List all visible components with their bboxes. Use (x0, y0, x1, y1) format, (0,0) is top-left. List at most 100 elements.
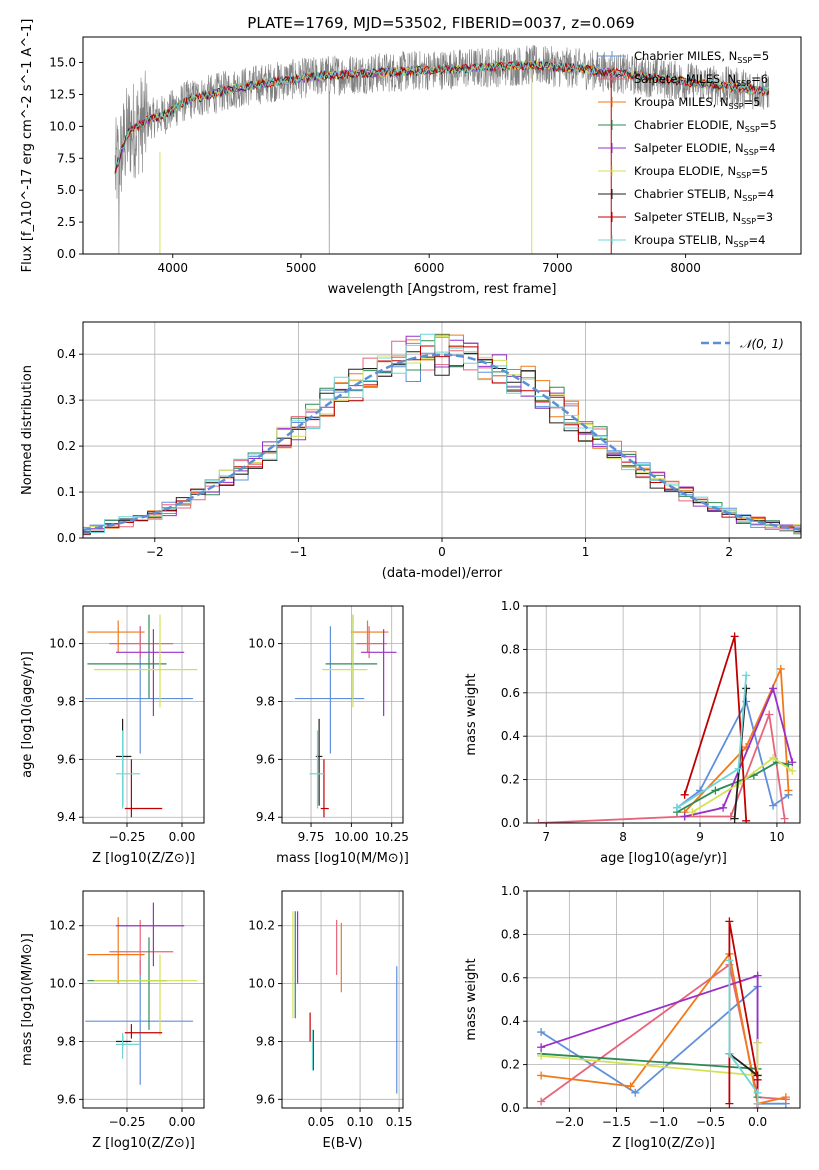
y-tick-label: 0.4 (57, 347, 76, 361)
legend-label-chabrier-stelib: Chabrier STELIB, NSSP=4 (634, 187, 774, 203)
series-point-kroupa-elodie (537, 1051, 546, 1060)
legend-label-salpeter-elodie: Salpeter ELODIE, NSSP=4 (634, 141, 776, 157)
y-tick-label: 0.2 (57, 439, 76, 453)
x-tick-label: 0.05 (308, 1115, 335, 1129)
y-tick-label: 1.0 (501, 599, 520, 613)
y-tick-label: 10.0 (49, 977, 76, 991)
axes-frame (281, 605, 404, 824)
histogram-salpeter-stelib (83, 345, 801, 533)
x-tick-label: 7000 (542, 261, 573, 275)
axes-frame (82, 605, 205, 824)
series-point-kroupa-elodie (688, 808, 697, 817)
x-axis-label: (data-model)/error (382, 566, 503, 581)
y-tick-label: 0.1 (57, 485, 76, 499)
x-tick-label: 9 (696, 830, 704, 844)
y-tick-label: 10.2 (49, 919, 76, 933)
axes-frame (82, 36, 802, 255)
y-tick-label: 9.4 (57, 810, 76, 824)
plot-area (282, 606, 403, 823)
legend-label-gaussian: 𝒩(0, 1) (740, 337, 784, 351)
panel-1: 4000 5000 6000 7000 8000 0.0 2.5 5.0 7.5 10.0 12.5… (20, 19, 802, 297)
x-axis-label: age [log10(age/yr)] (600, 851, 727, 866)
x-axis-label: wavelength [Angstrom, rest frame] (328, 282, 557, 297)
series-point-chabrier-miles (537, 1028, 546, 1037)
y-axis-label: age [log10(age/yr)] (20, 651, 35, 778)
y-tick-label: 0.2 (501, 1058, 520, 1072)
series-point-salpeter-miles (537, 1097, 546, 1106)
series-point-kroupa-miles (784, 786, 793, 795)
y-axis-label: Flux [f_λ10^-17 erg cm^-2 s^-1 A^-1] (20, 19, 35, 273)
histogram-salpeter-miles (83, 340, 801, 529)
plot-area (527, 606, 800, 823)
figure-title: PLATE=1769, MJD=53502, FIBERID=0037, z=0… (247, 14, 634, 32)
series-point-kroupa-stelib (725, 956, 734, 965)
x-tick-label: 10.25 (375, 830, 409, 844)
y-tick-label: 10.0 (248, 977, 275, 991)
x-tick-label: 0.15 (386, 1115, 413, 1129)
y-tick-label: 10.0 (248, 637, 275, 651)
x-tick-label: −2 (146, 545, 164, 559)
panel-2: −2 −1 0 1 2 0.0 0.1 0.2 0.3 0.4 (data-model)/error… (20, 321, 802, 581)
series-point-chabrier-miles (769, 801, 778, 810)
series-point-salpeter-elodie (719, 803, 728, 812)
y-tick-label: 0.0 (57, 247, 76, 261)
x-tick-label: −0.25 (109, 1115, 146, 1129)
panel-7: 0.05 0.10 0.15 9.6 9.8 10.0 10.2 E(B-V) (248, 890, 413, 1151)
series-point-salpeter-stelib (753, 1075, 762, 1084)
series-point-kroupa-stelib (753, 1099, 762, 1108)
x-tick-label: −2.0 (555, 1115, 584, 1129)
y-tick-label: 12.5 (49, 87, 76, 101)
x-tick-label: 7 (542, 830, 550, 844)
y-tick-label: 9.8 (256, 1034, 275, 1048)
x-tick-label: 10.00 (334, 830, 368, 844)
legend-label-chabrier-elodie: Chabrier ELODIE, NSSP=5 (634, 118, 777, 134)
y-tick-label: 9.4 (256, 810, 275, 824)
y-axis-label: mass weight (464, 958, 479, 1040)
series-line-salpeter-elodie (684, 685, 794, 818)
series-point-kroupa-stelib (742, 671, 751, 680)
series-line-chabrier-miles (676, 699, 790, 809)
x-tick-label: 1 (582, 545, 590, 559)
x-tick-label: 8 (619, 830, 627, 844)
series-point-salpeter-stelib (730, 632, 739, 641)
legend-label-chabrier-miles: Chabrier MILES, NSSP=5 (634, 49, 769, 65)
y-tick-label: 10.0 (49, 119, 76, 133)
series-point-salpeter-elodie (753, 971, 762, 980)
series-line-kroupa-stelib (728, 960, 759, 1104)
x-tick-label: 0.10 (347, 1115, 374, 1129)
series-point-kroupa-stelib (672, 803, 681, 812)
x-tick-label: −1.0 (649, 1115, 678, 1129)
y-tick-label: 2.5 (57, 215, 76, 229)
x-tick-label: −0.5 (696, 1115, 725, 1129)
series-point-salpeter-miles (765, 710, 774, 719)
y-tick-label: 9.6 (256, 1092, 275, 1106)
series-point-kroupa-elodie (753, 1038, 762, 1047)
series-point-salpeter-miles (780, 814, 789, 823)
plot-area (527, 891, 800, 1108)
series-point-kroupa-miles (537, 1071, 546, 1080)
series-line-chabrier-stelib (728, 1053, 759, 1077)
x-tick-label: 0.0 (748, 1115, 767, 1129)
y-tick-label: 10.0 (49, 637, 76, 651)
x-axis-label: Z [log10(Z/Z⊙)] (92, 1136, 195, 1151)
x-tick-label: 0 (438, 545, 446, 559)
series-point-salpeter-stelib (725, 1099, 734, 1108)
series-line-kroupa-elodie (691, 756, 793, 813)
y-tick-label: 9.6 (256, 752, 275, 766)
series-point-salpeter-elodie (788, 758, 797, 767)
y-tick-label: 10.2 (248, 919, 275, 933)
x-tick-label: 0.00 (169, 830, 196, 844)
series-point-kroupa-elodie (769, 753, 778, 762)
series-point-chabrier-elodie (711, 786, 720, 795)
x-tick-label: 9.75 (298, 830, 325, 844)
x-axis-label: E(B-V) (322, 1136, 362, 1151)
legend-label-salpeter-miles: Salpeter MILES, NSSP=6 (634, 72, 768, 88)
plot-area (83, 322, 801, 538)
legend-label-kroupa-stelib: Kroupa STELIB, NSSP=4 (634, 233, 765, 249)
x-tick-label: 0.00 (169, 1115, 196, 1129)
x-tick-label: 10 (769, 830, 784, 844)
y-tick-label: 9.6 (57, 1092, 76, 1106)
series-point-salpeter-elodie (537, 1043, 546, 1052)
plot-area (83, 891, 204, 1108)
